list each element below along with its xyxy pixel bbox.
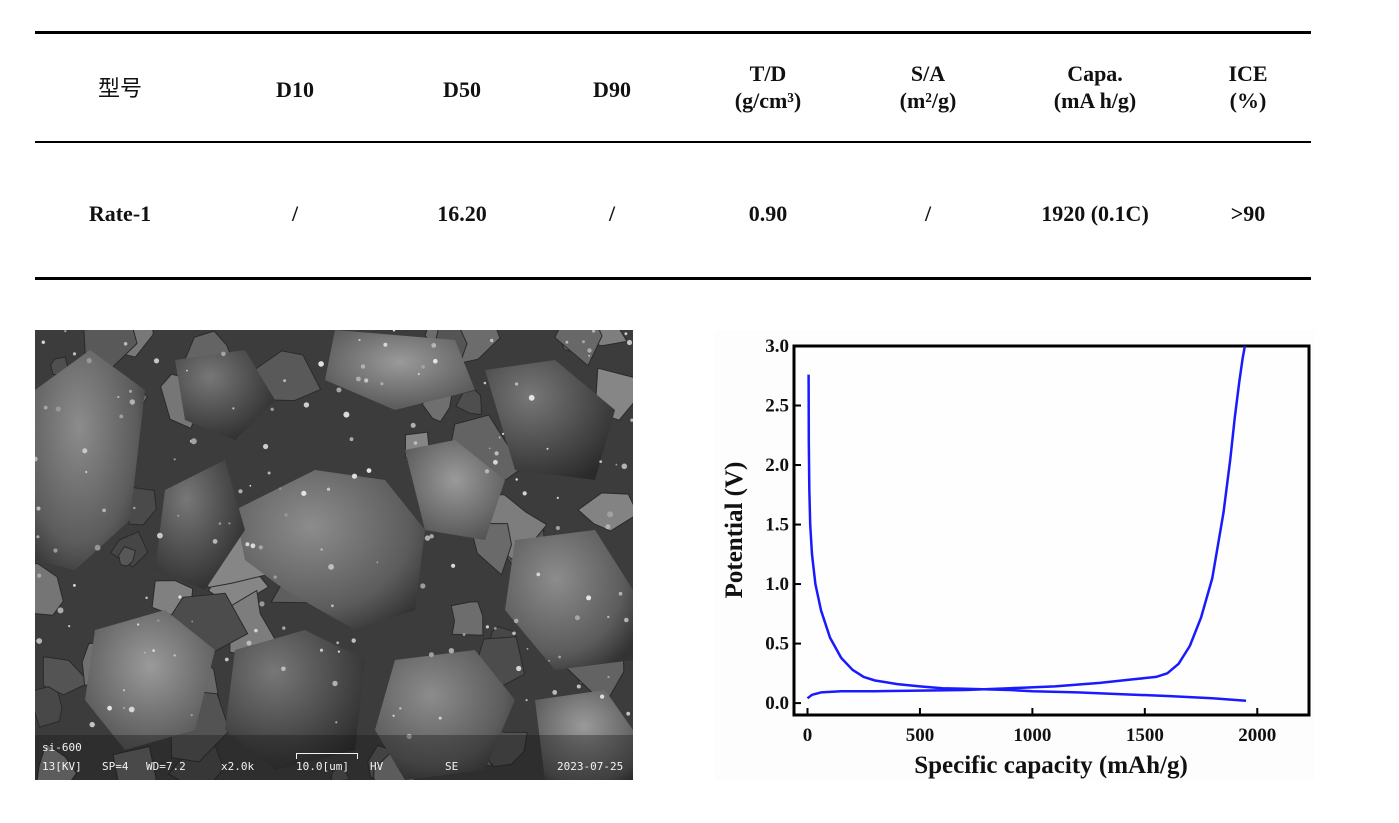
header-line1: 型号 — [97, 77, 143, 102]
table-cell: / — [924, 201, 932, 226]
header-line1: T/D — [749, 61, 787, 86]
table-header-cell: Capa. (mA h/g) — [1054, 60, 1137, 114]
table-top-rule — [35, 31, 1311, 34]
table-header-cell: S/A (m²/g) — [900, 60, 957, 114]
x-tick-label: 0 — [803, 725, 813, 746]
y-tick-label: 0.0 — [765, 693, 789, 714]
table-header-cell: ICE (%) — [1228, 60, 1267, 114]
table-header-cell: D90 — [593, 76, 631, 103]
table-cell: 16.20 — [437, 201, 487, 226]
header-line2: (%) — [1229, 88, 1267, 113]
x-tick-label: 500 — [906, 725, 935, 746]
table-header-cell: D50 — [443, 76, 481, 103]
header-line1: Capa. — [1067, 61, 1123, 86]
table-cell: >90 — [1230, 201, 1266, 226]
sem-scale-label: 10.0[um] — [296, 760, 349, 773]
table-header-cell: 型号 — [98, 76, 142, 103]
table-cell: 0.90 — [748, 201, 788, 226]
sem-scale-bar — [296, 753, 358, 759]
table-cell: / — [608, 201, 616, 226]
y-tick-label: 0.5 — [765, 634, 789, 655]
sem-hv-label: HV — [370, 760, 384, 773]
header-line2: (mA h/g) — [1053, 88, 1137, 113]
table-header-cell: D10 — [276, 76, 314, 103]
x-axis-label: Specific capacity (mAh/g) — [914, 752, 1188, 779]
sem-wd-label: WD=7.2 — [146, 760, 186, 773]
y-axis-label: Potential (V) — [721, 462, 748, 599]
sem-micrograph: si-600 13[KV] SP=4 WD=7.2 x2.0k 10.0[um]… — [35, 330, 633, 780]
header-line1: S/A — [910, 61, 946, 86]
table-cell: / — [291, 201, 299, 226]
table-header-cell: T/D (g/cm³) — [735, 60, 801, 114]
header-line1: ICE — [1228, 61, 1268, 86]
header-line1: D90 — [593, 77, 631, 102]
sem-date-label: 2023-07-25 — [557, 760, 624, 773]
header-line1: D10 — [276, 77, 314, 102]
table-bottom-rule — [35, 277, 1311, 280]
table-cell: Rate-1 — [88, 201, 152, 226]
y-tick-label: 2.5 — [765, 396, 789, 417]
sem-mag-label: x2.0k — [221, 760, 255, 773]
header-line2: (g/cm³) — [734, 88, 802, 113]
header-line1: D50 — [443, 77, 481, 102]
plot-frame — [792, 344, 1311, 717]
y-tick-label: 2.0 — [765, 455, 789, 476]
x-tick-label: 2000 — [1238, 725, 1276, 746]
x-tick-label: 1000 — [1013, 725, 1051, 746]
header-line2: (m²/g) — [899, 88, 957, 113]
sem-mode-label: SE — [445, 760, 459, 773]
charge-discharge-chart: 0 500 1000 1500 2000 0.0 0.5 1.0 1.5 2.0 2.5 3.0 Sp… — [715, 330, 1315, 780]
sem-kv-label: 13[KV] — [42, 760, 82, 773]
discharge-curve — [807, 374, 1247, 702]
charge-curve — [806, 345, 1247, 700]
sem-sp-label: SP=4 — [102, 760, 129, 773]
sem-sample-label: si-600 — [42, 741, 82, 754]
y-tick-label: 1.0 — [765, 574, 789, 595]
table-cell: 1920 (0.1C) — [1041, 201, 1149, 226]
y-tick-label: 1.5 — [765, 515, 789, 536]
sem-particles — [35, 330, 633, 780]
y-tick-label: 3.0 — [765, 336, 789, 357]
x-tick-label: 1500 — [1126, 725, 1164, 746]
table-header-rule — [35, 141, 1311, 143]
